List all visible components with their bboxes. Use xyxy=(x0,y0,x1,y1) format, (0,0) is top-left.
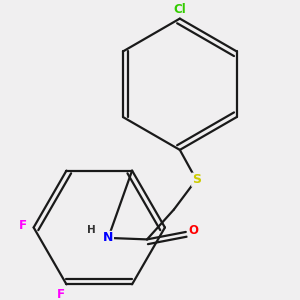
Text: F: F xyxy=(56,288,64,300)
Text: S: S xyxy=(192,173,201,186)
Text: F: F xyxy=(19,220,27,232)
Text: Cl: Cl xyxy=(173,2,186,16)
Text: O: O xyxy=(188,224,198,237)
Text: N: N xyxy=(103,231,113,244)
Text: H: H xyxy=(87,226,96,236)
